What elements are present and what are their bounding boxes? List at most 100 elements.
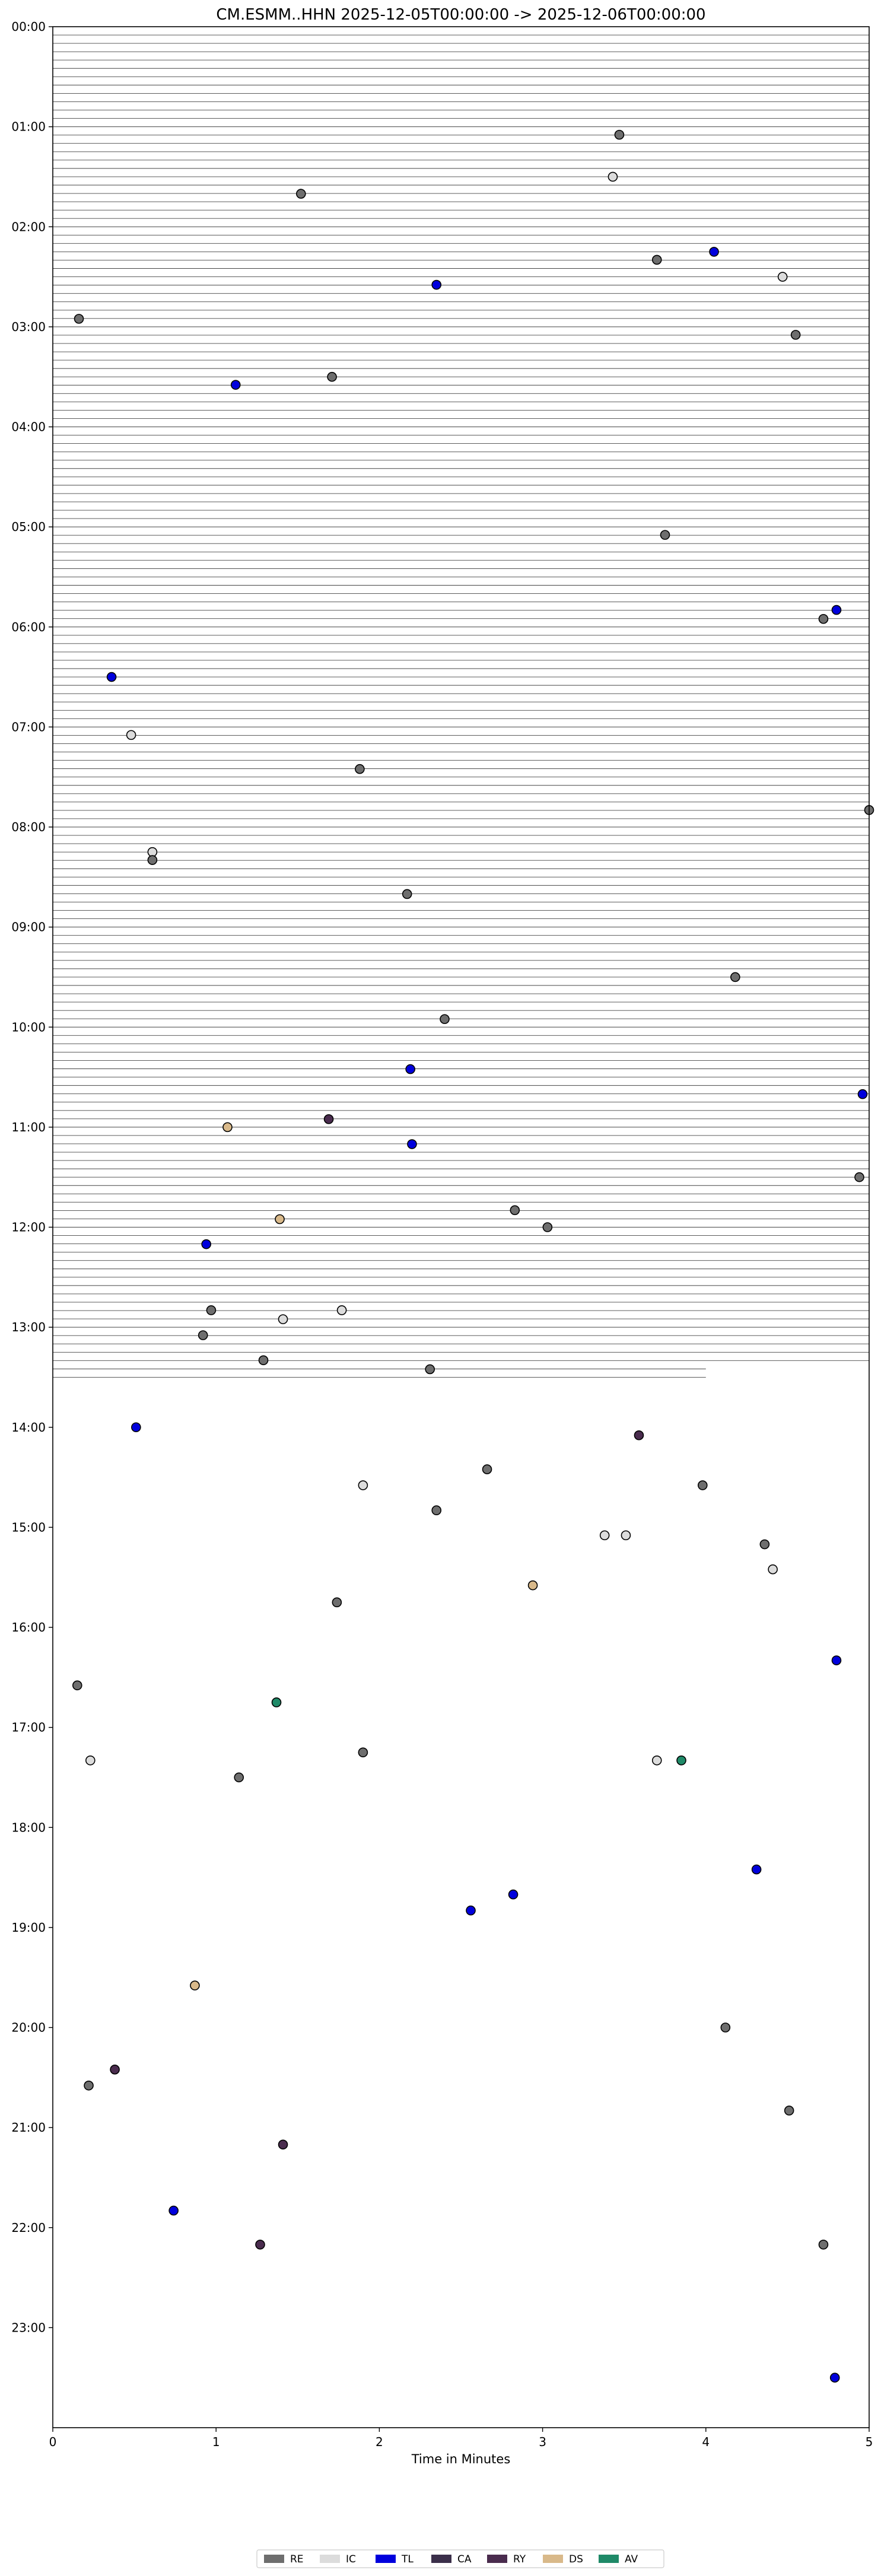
y-tick-label: 12:00 xyxy=(11,1220,46,1235)
event-re xyxy=(542,1222,553,1232)
event-re xyxy=(74,314,84,324)
event-tl xyxy=(405,1064,415,1074)
event-re xyxy=(198,1330,208,1340)
event-ic xyxy=(608,171,618,182)
legend-swatch-re xyxy=(264,2555,284,2563)
event-re xyxy=(402,889,412,899)
event-re xyxy=(759,1539,770,1550)
event-re xyxy=(697,1480,708,1490)
event-ry xyxy=(634,1430,644,1440)
y-tick-label: 23:00 xyxy=(11,2320,46,2335)
y-tick-label: 21:00 xyxy=(11,2120,46,2135)
x-tick-label: 4 xyxy=(702,2435,710,2449)
event-ic xyxy=(768,1564,778,1575)
event-tl xyxy=(751,1864,762,1875)
y-tick-label: 05:00 xyxy=(11,520,46,534)
event-re xyxy=(327,371,337,382)
event-ic xyxy=(777,272,788,282)
legend-label-ds: DS xyxy=(569,2553,583,2565)
event-re xyxy=(425,1364,435,1375)
y-tick-label: 15:00 xyxy=(11,1520,46,1534)
event-re xyxy=(614,129,625,140)
event-re xyxy=(296,189,306,199)
event-ds xyxy=(222,1122,233,1133)
seismic-traces xyxy=(53,26,869,1378)
legend-label-av: AV xyxy=(625,2553,638,2565)
event-ic xyxy=(621,1530,631,1541)
event-re xyxy=(854,1172,864,1182)
event-ry xyxy=(323,1114,334,1124)
x-axis-ticks: 0 1 2 3 4 5 xyxy=(49,2428,873,2449)
event-re xyxy=(818,2240,829,2250)
x-tick-label: 3 xyxy=(539,2435,546,2449)
event-tl xyxy=(168,2205,179,2216)
event-re xyxy=(258,1355,269,1366)
event-av xyxy=(271,1697,282,1707)
x-tick-label: 1 xyxy=(212,2435,220,2449)
y-tick-label: 06:00 xyxy=(11,620,46,634)
y-tick-label: 10:00 xyxy=(11,1020,46,1034)
y-tick-label: 11:00 xyxy=(11,1120,46,1134)
event-re xyxy=(332,1597,342,1608)
event-re xyxy=(784,2106,794,2116)
event-re xyxy=(234,1772,244,1783)
event-tl xyxy=(857,1089,868,1099)
event-re xyxy=(72,1680,82,1691)
event-re xyxy=(482,1464,492,1474)
event-re xyxy=(206,1305,217,1315)
chart-title: CM.ESMM..HHN 2025-12-05T00:00:00 -> 2025… xyxy=(216,6,705,24)
y-tick-label: 19:00 xyxy=(11,1920,46,1935)
event-ic xyxy=(651,1755,662,1766)
y-tick-label: 22:00 xyxy=(11,2221,46,2235)
legend: RE IC TL CA RY DS AV xyxy=(256,2549,664,2568)
y-axis-ticks: 00:00 01:00 02:00 03:00 04:00 05:00 06:00 07:00… xyxy=(11,20,53,2335)
y-tick-label: 17:00 xyxy=(11,1720,46,1735)
x-axis-label: Time in Minutes xyxy=(411,2452,511,2466)
y-tick-label: 13:00 xyxy=(11,1320,46,1334)
x-tick-label: 2 xyxy=(376,2435,383,2449)
legend-label-ry: RY xyxy=(513,2553,526,2565)
legend-label-ca: CA xyxy=(457,2553,472,2565)
event-tl xyxy=(508,1889,519,1900)
event-re xyxy=(510,1205,520,1216)
event-re xyxy=(651,255,662,265)
legend-swatch-ca xyxy=(431,2555,451,2563)
event-tl xyxy=(829,2373,840,2383)
event-re xyxy=(818,613,829,624)
y-tick-label: 14:00 xyxy=(11,1420,46,1435)
event-tl xyxy=(831,1655,842,1665)
legend-swatch-av xyxy=(599,2555,619,2563)
plot-frame xyxy=(52,26,870,2428)
legend-label-ic: IC xyxy=(346,2553,356,2565)
legend-swatch-ds xyxy=(543,2555,563,2563)
event-ry xyxy=(255,2240,265,2250)
event-re xyxy=(84,2081,94,2091)
event-ry xyxy=(278,2139,288,2150)
event-ds xyxy=(527,1580,538,1591)
event-tl xyxy=(131,1422,141,1433)
legend-label-tl: TL xyxy=(401,2553,414,2565)
event-re xyxy=(790,330,801,340)
event-ic xyxy=(599,1530,610,1541)
event-re xyxy=(720,2022,731,2033)
event-re xyxy=(660,530,670,540)
event-ds xyxy=(275,1214,285,1225)
event-re xyxy=(147,855,158,865)
y-tick-label: 01:00 xyxy=(11,120,46,134)
event-ic xyxy=(336,1305,347,1315)
event-re xyxy=(355,764,365,774)
event-tl xyxy=(831,605,842,615)
event-re xyxy=(358,1747,368,1758)
event-av xyxy=(676,1755,686,1766)
event-re xyxy=(440,1014,450,1025)
x-tick-label: 0 xyxy=(49,2435,57,2449)
event-tl xyxy=(407,1139,417,1149)
y-tick-label: 18:00 xyxy=(11,1820,46,1834)
event-tl xyxy=(466,1905,476,1916)
event-ry xyxy=(110,2065,120,2075)
legend-swatch-ry xyxy=(487,2555,507,2563)
event-ds xyxy=(190,1980,200,1990)
y-tick-label: 16:00 xyxy=(11,1620,46,1634)
event-ic xyxy=(126,730,136,740)
event-re xyxy=(431,1505,442,1516)
